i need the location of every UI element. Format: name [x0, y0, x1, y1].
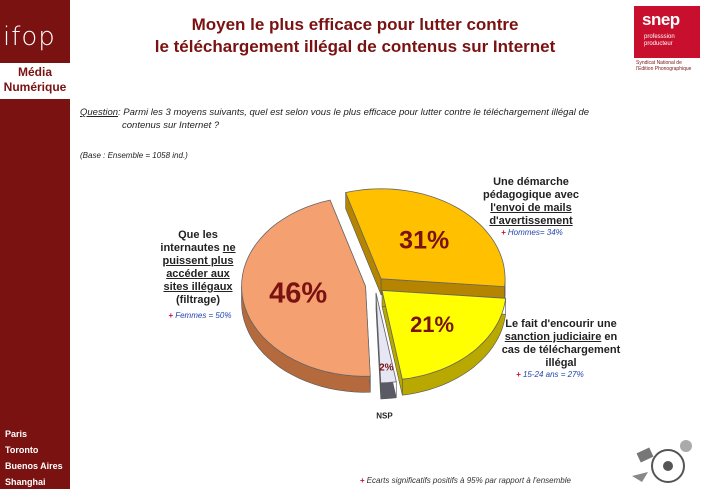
snep-tagline-2: producteur: [644, 41, 673, 47]
section-label-line2: Numérique: [3, 80, 67, 94]
annotation-filtering-l6: (filtrage): [176, 294, 220, 306]
shard-icon: [632, 472, 648, 482]
snep-subtitle: Syndicat National de l'Edition Phonograp…: [636, 60, 704, 72]
plus-sign: +: [501, 228, 506, 237]
sig-men: + Hommes= 34%: [482, 228, 582, 237]
snep-subtitle-2: l'Edition Phonographique: [636, 66, 692, 72]
annotation-sanction-l2b: en: [601, 331, 618, 343]
annotation-education-l2: pédagogique avec: [483, 189, 579, 201]
annotation-education-l3: l'envoi de mails: [490, 202, 572, 214]
annotation-sanction-l1: Le fait d'encourir une: [505, 318, 617, 330]
survey-question: Question: Parmi les 3 moyens suivants, q…: [80, 106, 660, 132]
page-title: Moyen le plus efficace pour lutter contr…: [90, 14, 620, 58]
pie-slice-1: [381, 290, 507, 380]
snep-logo-word: snep: [642, 10, 680, 29]
footnote-text: Ecarts significatifs positifs à 95% par …: [366, 476, 571, 485]
annotation-sanction-l2: sanction judiciaire: [504, 331, 602, 343]
annotation-filtering-l3: puissent plus: [162, 255, 234, 267]
decorative-illustration: [632, 440, 692, 483]
sig-women: + Femmes = 50%: [150, 311, 250, 320]
annotation-sanction: Le fait d'encourir une sanction judiciai…: [494, 318, 628, 370]
annotation-sanction-l3: cas de téléchargement: [501, 344, 621, 356]
pie-value-label-2: 2%: [379, 362, 394, 373]
sample-base: (Base : Ensemble = 1058 ind.): [80, 151, 188, 160]
snep-logo: snep professsion producteur: [634, 6, 700, 58]
annotation-education: Une démarche pédagogique avec l'envoi de…: [476, 176, 586, 228]
pie-slice-0: [345, 188, 506, 288]
pie-slice-2: [375, 292, 397, 384]
annotation-filtering-l1: Que les: [178, 229, 218, 241]
city-buenos-aires: Buenos Aires: [5, 461, 63, 471]
wheel-icon: [651, 449, 685, 483]
question-text: : Parmi les 3 moyens suivants, quel est …: [118, 107, 590, 118]
city-toronto: Toronto: [5, 445, 39, 455]
ifop-logo: ifop: [3, 22, 56, 52]
nsp-label: NSP: [376, 412, 393, 421]
snep-subtitle-1: Syndicat National de: [636, 60, 682, 66]
annotation-education-l1: Une démarche: [493, 176, 569, 188]
sig-youth: +15-24 ans = 27%: [500, 370, 600, 379]
pie-value-label-3: 46%: [269, 277, 327, 309]
annotation-education-l4: d'avertissement: [489, 215, 573, 227]
plus-sign: +: [168, 311, 174, 320]
title-line1: Moyen le plus efficace pour lutter contr…: [191, 15, 519, 34]
annotation-filtering-l5: sites illégaux: [163, 281, 233, 293]
pie-value-label-1: 21%: [410, 312, 454, 337]
pie-value-label-0: 31%: [399, 226, 449, 254]
plus-sign: +: [360, 476, 365, 485]
annotation-filtering-l2a: internautes: [160, 242, 223, 254]
city-shanghai: Shanghai: [5, 477, 46, 487]
title-line2: le téléchargement illégal de contenus su…: [154, 37, 556, 56]
ball-icon: [680, 440, 692, 452]
wheel-hub-icon: [663, 461, 673, 471]
question-text-2: contenus sur Internet ?: [122, 120, 220, 131]
annotation-filtering-l2b: ne: [222, 242, 236, 254]
annotation-filtering-l4: accéder aux: [166, 268, 230, 280]
sig-men-text: Hommes= 34%: [507, 228, 563, 237]
question-label: Question: [80, 107, 119, 118]
sig-women-text: Femmes = 50%: [175, 311, 232, 320]
plus-sign: +: [516, 370, 521, 379]
annotation-sanction-l4: illégal: [545, 357, 577, 369]
brand-sidebar: ifop Média Numérique Paris Toronto Bueno…: [0, 0, 70, 489]
section-label: Média Numérique: [0, 63, 70, 99]
snep-tagline: professsion producteur: [644, 34, 698, 48]
section-label-line1: Média: [17, 65, 52, 79]
footnote: + Ecarts significatifs positifs à 95% par…: [360, 476, 571, 485]
city-paris: Paris: [5, 429, 28, 439]
box-icon: [636, 447, 654, 463]
sig-youth-text: 15-24 ans = 27%: [522, 370, 584, 379]
snep-tagline-1: professsion: [644, 34, 675, 40]
annotation-filtering: Que les internautes ne puissent plus acc…: [148, 229, 248, 307]
pie-slice-3: [241, 199, 371, 377]
